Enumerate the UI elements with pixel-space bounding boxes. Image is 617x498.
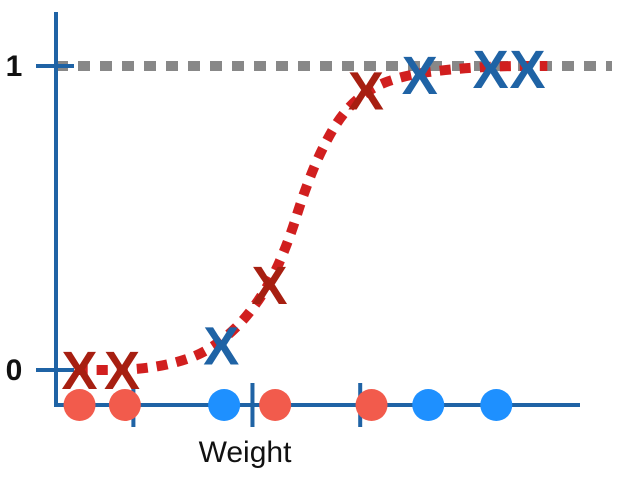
data-dot — [355, 389, 388, 421]
data-dot — [412, 389, 445, 421]
y-tick-label: 1 — [6, 50, 23, 83]
logistic-curve — [76, 61, 548, 376]
data-dot — [63, 389, 96, 421]
y-tick-label: 0 — [6, 354, 23, 387]
x-marker: X — [473, 40, 509, 100]
x-marker: X — [62, 341, 98, 401]
data-dot — [108, 389, 141, 421]
x-marker: X — [251, 256, 287, 316]
x-marker: X — [104, 341, 140, 401]
x-marker: X — [348, 61, 384, 121]
x-marker: X — [203, 317, 239, 377]
curve-group — [76, 61, 548, 376]
x-axis-label: Weight — [199, 436, 292, 469]
x-markers-group: X X XXX X X X — [62, 40, 546, 401]
x-marker: X — [509, 40, 545, 100]
labels-group: 0 1 Weight — [6, 50, 292, 469]
data-dot — [480, 389, 513, 421]
data-dot — [208, 389, 241, 421]
x-marker: X — [402, 46, 438, 106]
data-dot — [259, 389, 292, 421]
data-dots-group — [63, 389, 513, 421]
